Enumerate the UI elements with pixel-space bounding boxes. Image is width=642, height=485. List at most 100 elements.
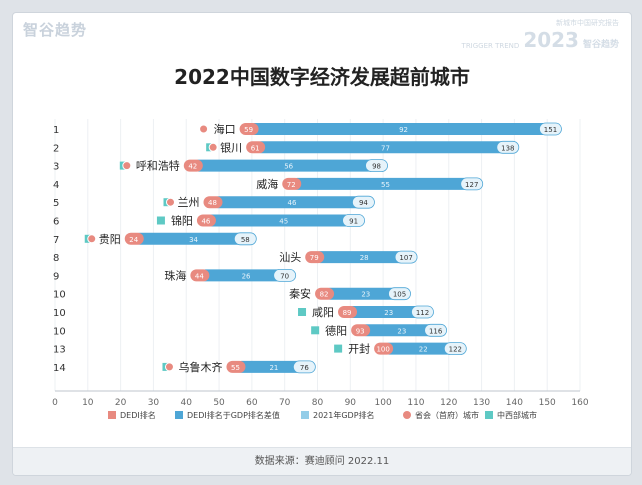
gap-bar: [133, 232, 246, 245]
rank-label: 3: [53, 162, 59, 173]
dedi-value: 48: [208, 199, 217, 207]
rank-label: 14: [53, 363, 66, 374]
gap-bar: [314, 251, 407, 264]
legend-label: 中西部城市: [497, 410, 537, 420]
x-tick-label: 130: [473, 398, 490, 408]
city-label: 呼和浩特: [136, 159, 180, 173]
gap-value: 23: [361, 291, 370, 299]
x-tick-label: 140: [506, 398, 523, 408]
dedi-marker: [315, 287, 335, 300]
gap-value: 55: [381, 181, 390, 189]
gap-value: 26: [242, 272, 251, 280]
dedi-marker: [196, 214, 216, 227]
gdp-value: 94: [359, 199, 368, 207]
rank-label: 2: [53, 143, 59, 154]
corner-brand: 智谷趋势: [582, 40, 619, 50]
capital-marker: [208, 142, 218, 152]
dedi-value: 44: [195, 272, 204, 280]
city-label: 开封: [348, 342, 370, 356]
gdp-value: 105: [393, 291, 406, 299]
dedi-marker: [239, 123, 259, 135]
gdp-marker: [443, 342, 467, 356]
rank-label: 6: [53, 217, 59, 228]
gdp-marker: [424, 323, 448, 337]
gdp-value: 138: [501, 144, 514, 152]
gdp-value: 70: [280, 272, 289, 280]
dedi-marker: [305, 251, 325, 264]
x-tick-label: 10: [82, 398, 94, 408]
rank-label: 8: [53, 253, 59, 264]
gdp-value: 112: [416, 309, 429, 317]
city-label: 汕头: [279, 251, 301, 264]
capital-marker: [122, 161, 132, 171]
corner-branding: 新城市中国研究报告 TRIGGER TREND 2023 智谷趋势: [462, 19, 619, 50]
legend-label: DEDI排名于GDP排名差值: [187, 410, 280, 420]
gap-value: 45: [279, 218, 288, 226]
legend-label: DEDI排名: [120, 410, 156, 420]
city-label: 威海: [256, 177, 278, 191]
x-tick-label: 60: [246, 398, 258, 408]
dedi-marker: [351, 324, 371, 337]
capital-marker: [199, 124, 209, 134]
legend-swatch: [108, 411, 116, 419]
x-tick-label: 30: [148, 398, 160, 408]
city-label: 海口: [214, 122, 236, 136]
gap-bar: [199, 269, 285, 282]
gap-bar: [383, 342, 456, 355]
gdp-marker: [388, 287, 411, 301]
gdp-value: 58: [241, 236, 250, 244]
gdp-marker: [342, 214, 365, 227]
city-label: 德阳: [325, 323, 347, 337]
rank-label: 1: [53, 125, 59, 136]
gap-value: 56: [284, 163, 293, 171]
city-label: 兰州: [178, 196, 200, 209]
rank-label: 13: [53, 345, 66, 356]
capital-marker: [87, 234, 97, 244]
x-tick-label: 120: [440, 398, 457, 408]
gap-bar: [324, 287, 400, 300]
dedi-value: 89: [343, 309, 352, 317]
gap-value: 28: [360, 254, 369, 262]
gap-bar: [235, 360, 305, 373]
gap-value: 92: [399, 126, 408, 134]
gdp-marker: [273, 268, 297, 282]
gdp-value: 98: [372, 163, 381, 171]
legend-swatch: [301, 411, 309, 419]
gdp-value: 151: [544, 126, 557, 134]
gap-bar: [291, 177, 472, 190]
central-west-marker: [311, 326, 320, 335]
gap-bar: [248, 123, 551, 135]
dedi-value: 82: [320, 291, 329, 299]
central-west-marker: [298, 308, 307, 316]
dedi-marker: [374, 342, 394, 355]
gdp-marker: [460, 177, 484, 191]
gap-value: 23: [397, 327, 406, 335]
x-tick-label: 160: [571, 398, 588, 408]
dedi-marker: [190, 269, 210, 282]
gdp-marker: [292, 360, 316, 374]
dedi-value: 72: [287, 181, 296, 189]
gap-value: 22: [419, 346, 428, 354]
dedi-value: 79: [310, 254, 319, 262]
x-tick-label: 100: [375, 398, 392, 408]
rank-label: 10: [53, 326, 66, 337]
gdp-marker: [233, 232, 257, 246]
x-tick-label: 90: [345, 398, 357, 408]
gdp-marker: [352, 195, 375, 209]
gdp-value: 91: [349, 218, 358, 226]
gap-bar: [205, 214, 354, 227]
capital-marker: [166, 197, 175, 207]
x-tick-label: 50: [213, 398, 225, 408]
gdp-value: 107: [399, 254, 412, 262]
brand-logo: 智谷趋势: [23, 21, 88, 39]
capital-marker: [164, 362, 174, 372]
rank-label: 4: [53, 180, 59, 191]
dedi-marker: [246, 141, 266, 154]
gap-bar: [212, 196, 364, 209]
central-west-marker: [156, 216, 165, 225]
dedi-value: 42: [188, 163, 197, 171]
city-label: 乌鲁木齐: [178, 360, 222, 374]
chart-card: 智谷趋势 新城市中国研究报告 TRIGGER TREND 2023 智谷趋势 2…: [12, 12, 632, 476]
central-west-marker: [334, 344, 343, 353]
gdp-marker: [365, 159, 388, 173]
